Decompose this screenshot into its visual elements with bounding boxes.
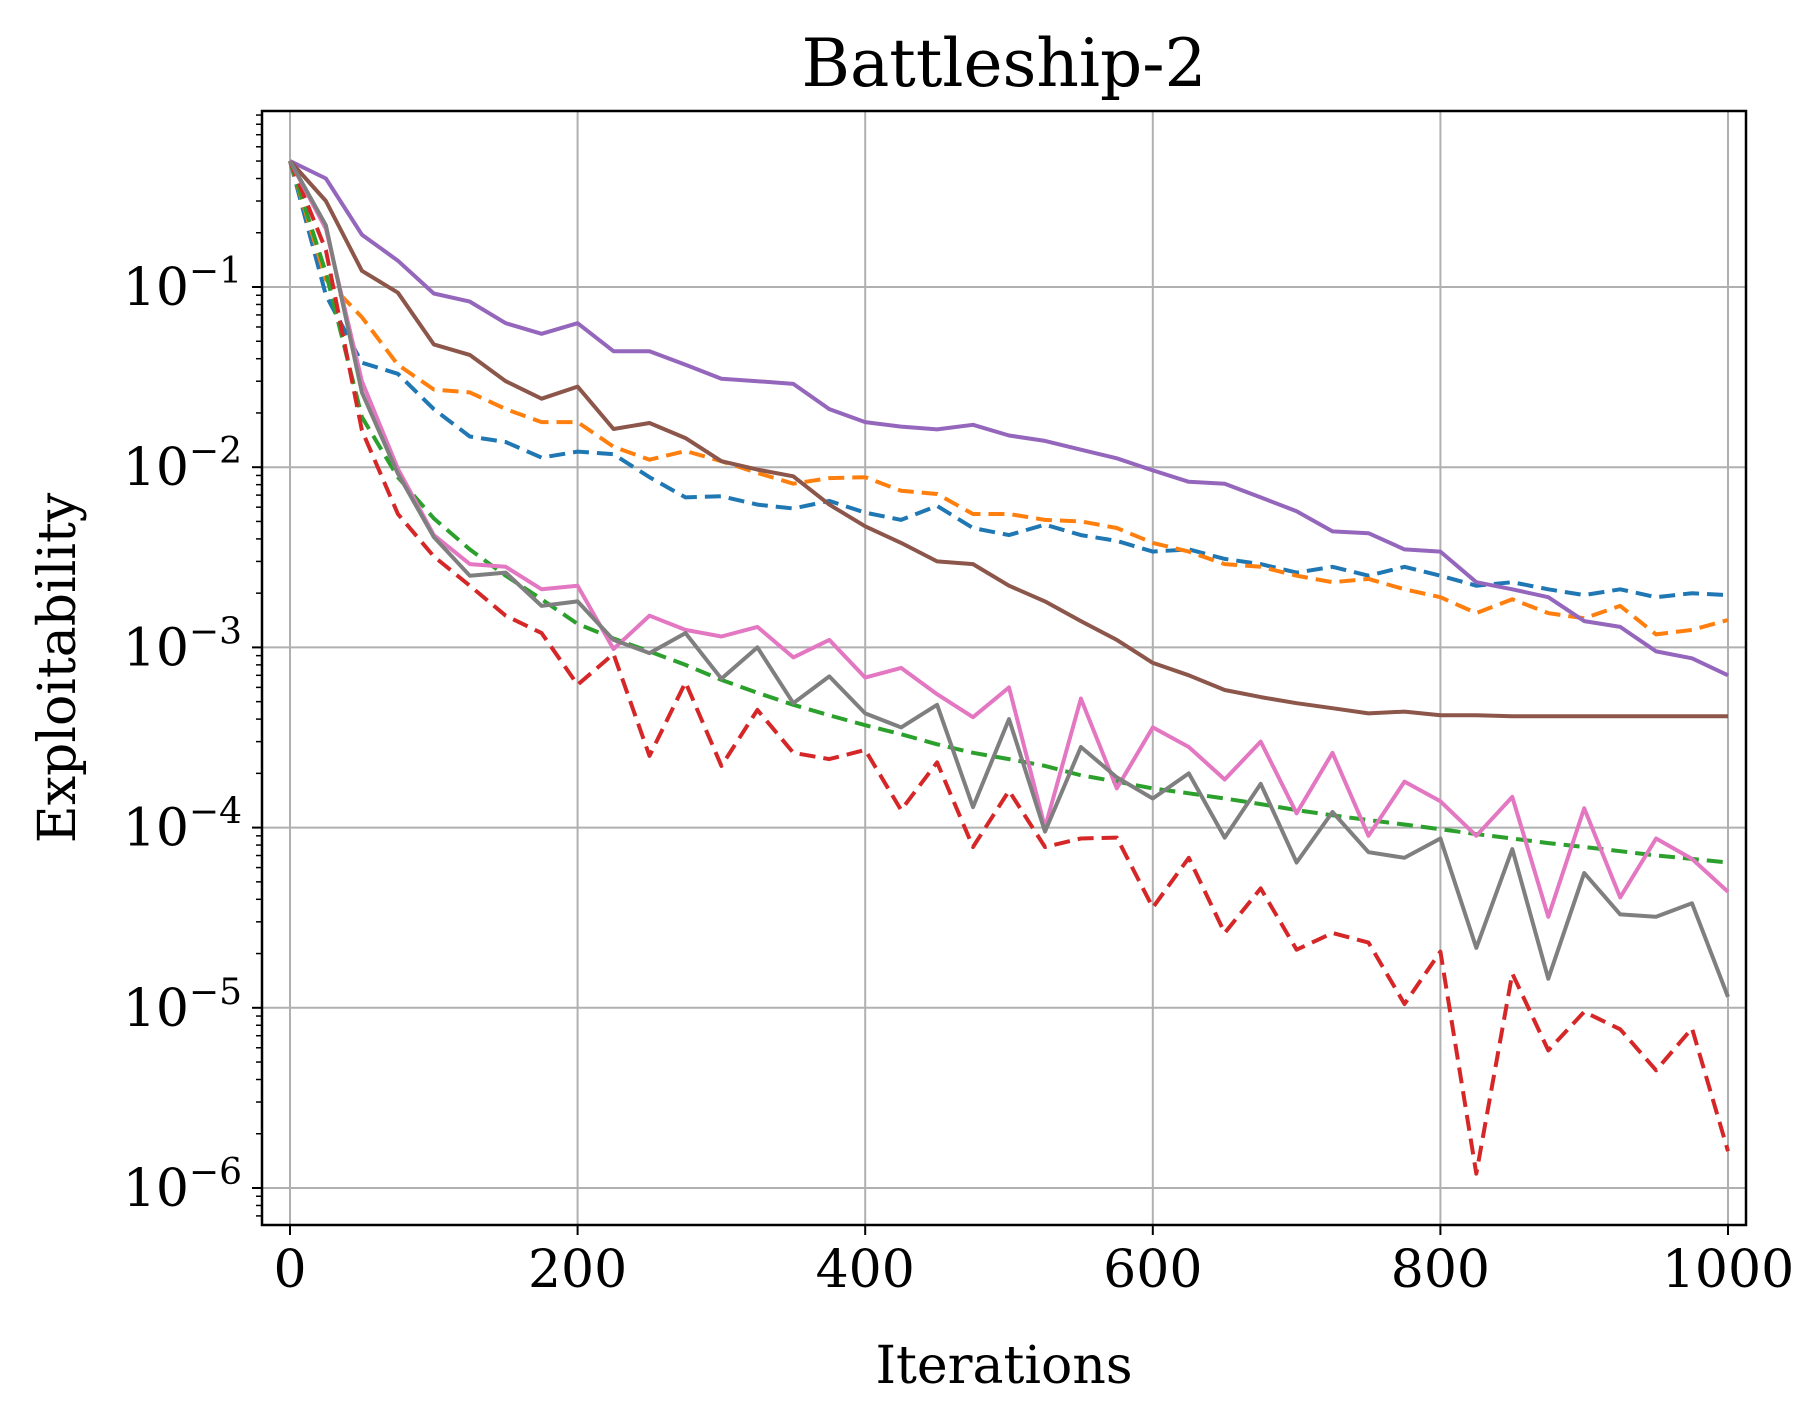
x-tick-label: 1000 — [1662, 1240, 1794, 1300]
axes-frame — [260, 109, 1748, 1227]
series-line-gray-solid — [288, 160, 1730, 998]
y-tick-label: 10−4 — [123, 792, 242, 859]
x-tick-label: 200 — [528, 1240, 627, 1300]
series-line-orange-dashed — [288, 160, 1729, 637]
x-tick-label: 400 — [816, 1240, 915, 1300]
y-tick-label: 10−5 — [123, 972, 242, 1039]
y-tick-label: 10−3 — [123, 611, 242, 678]
x-tick-label: 800 — [1391, 1240, 1490, 1300]
y-tick-label: 10−1 — [123, 251, 242, 318]
y-axis-ticks: 10−6 10−5 10−4 10−3 10−2 10−1 — [123, 114, 262, 1219]
series-layer — [288, 159, 1730, 1176]
y-axis-label: Exploitability — [28, 492, 88, 843]
grid-lines — [262, 111, 1746, 1225]
chart-title: Battleship-2 — [801, 25, 1206, 102]
x-tick-label: 600 — [1103, 1240, 1202, 1300]
x-axis-ticks: 0 200 400 600 800 1000 — [273, 1225, 1794, 1300]
series-line-blue-dashed — [288, 160, 1729, 600]
plot-area — [288, 159, 1730, 1176]
x-axis-label: Iterations — [875, 1336, 1132, 1396]
y-tick-label: 10−2 — [123, 431, 242, 498]
series-line-brown-solid — [288, 159, 1728, 719]
x-tick-label: 0 — [273, 1240, 306, 1300]
y-tick-label: 10−6 — [123, 1152, 242, 1219]
series-line-pink-solid — [288, 160, 1730, 919]
series-line-red-dashed — [288, 160, 1730, 1176]
series-line-green-dashed — [288, 160, 1729, 865]
series-line-purple-solid — [289, 159, 1729, 678]
